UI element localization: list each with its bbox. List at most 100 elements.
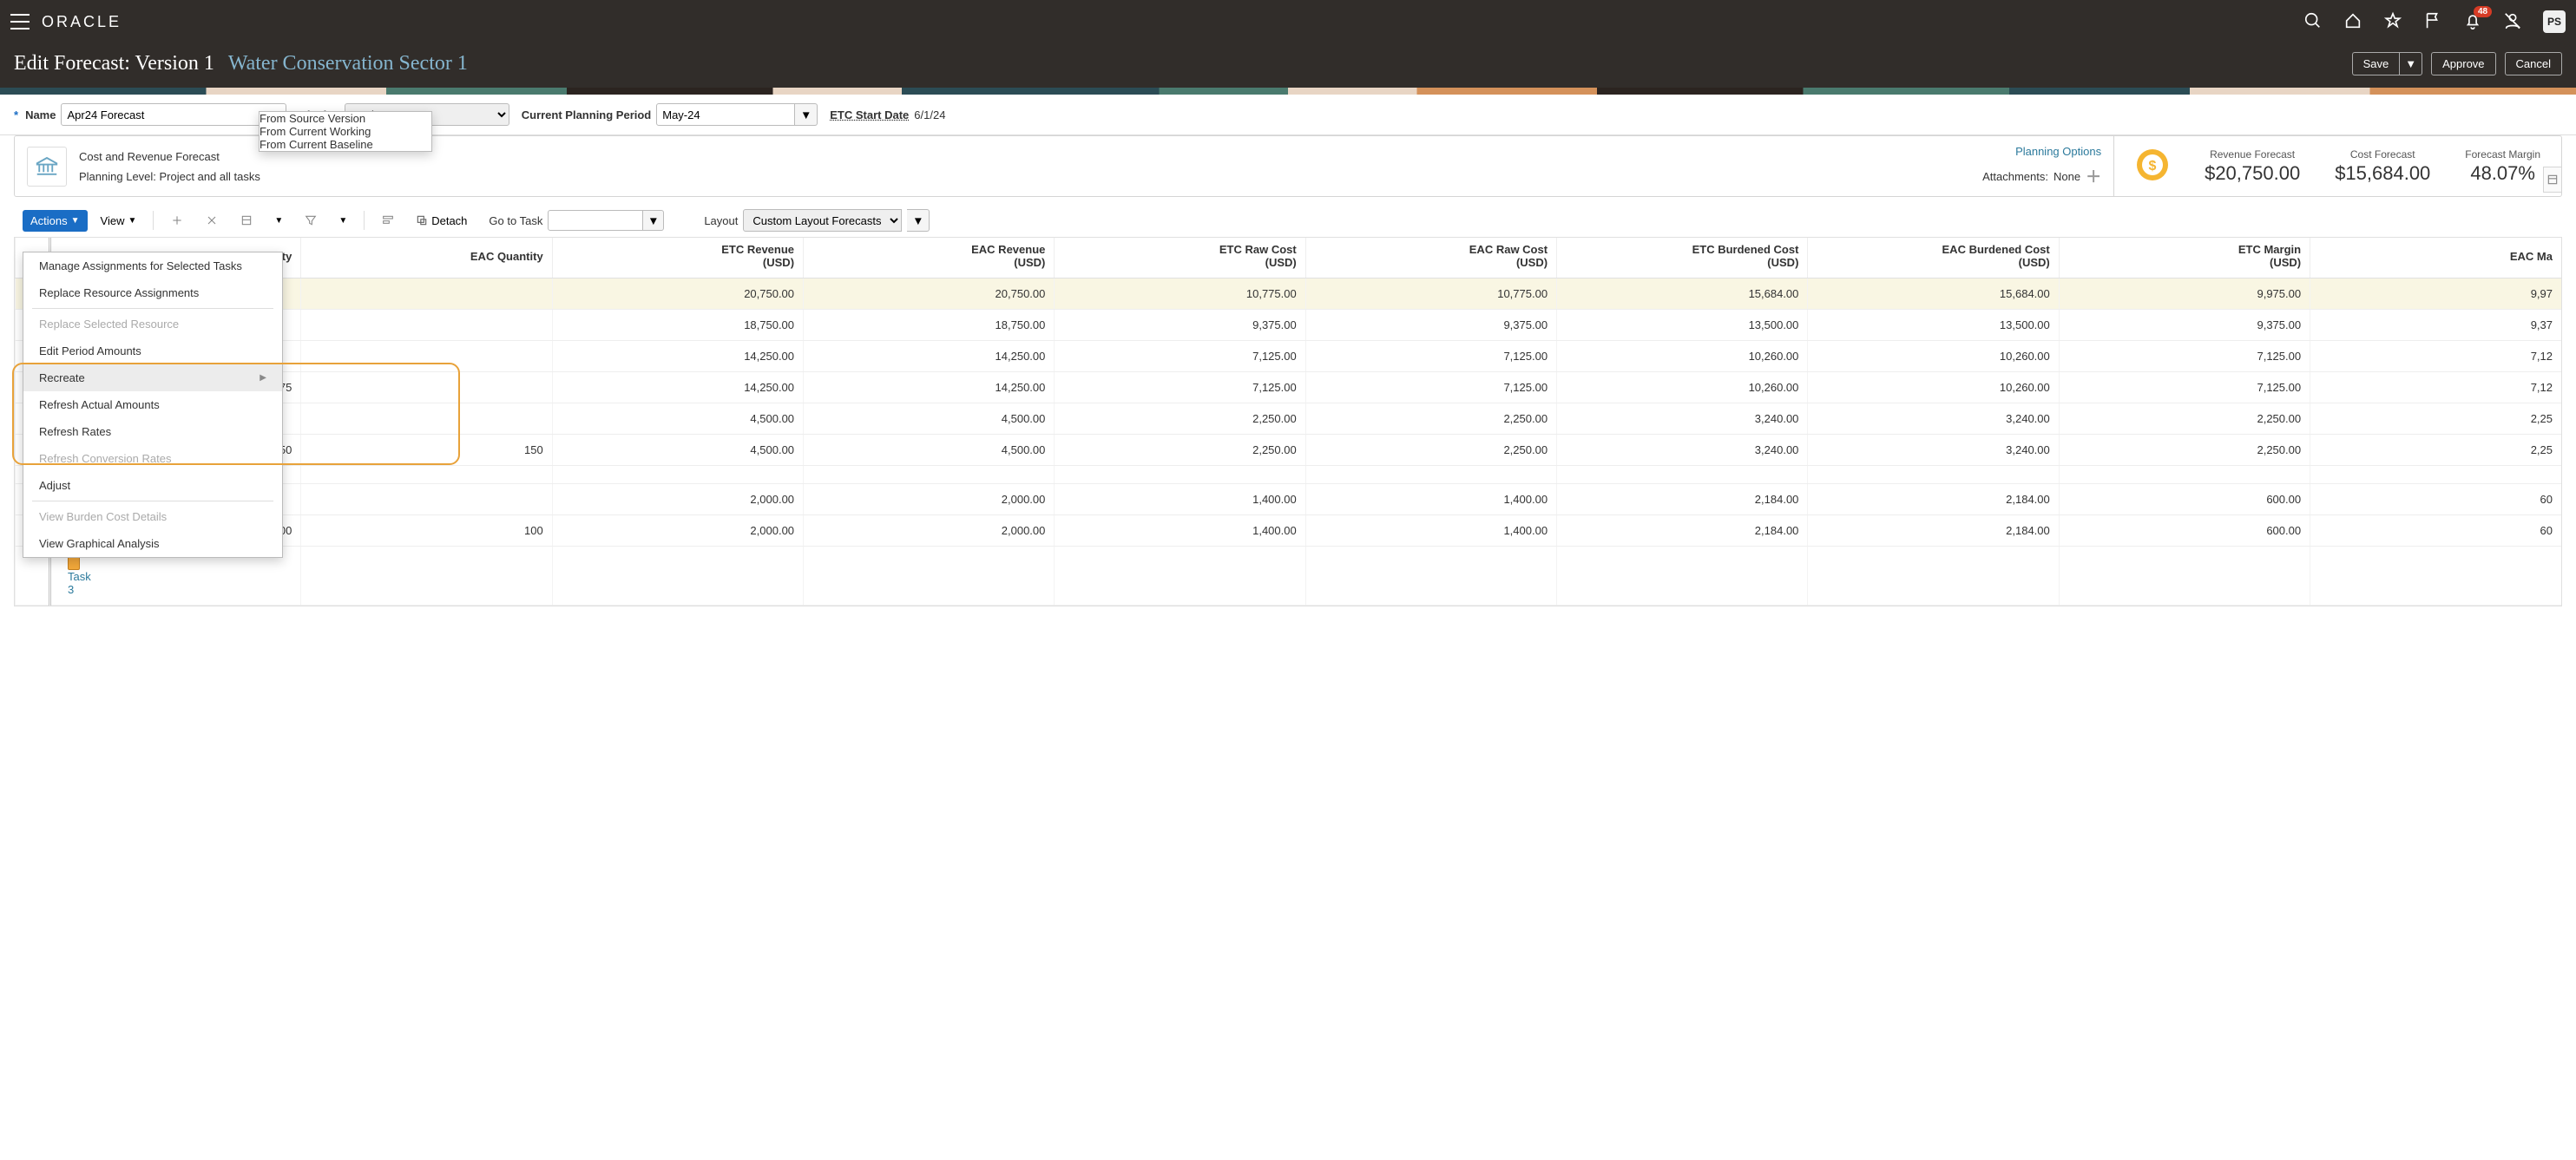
recreate-submenu-item[interactable]: From Source Version [260,112,431,125]
column-header[interactable]: EAC Raw Cost(USD) [1305,238,1556,279]
table-cell: 1,400.00 [1305,515,1556,547]
table-cell [2059,466,2310,484]
view-menu-button[interactable]: View▼ [93,210,145,232]
actions-menu-item[interactable]: Recreate▶ [23,364,282,391]
actions-menu-item[interactable]: Refresh Actual Amounts [23,391,282,418]
table-row[interactable]: 20,750.0020,750.0010,775.0010,775.0015,6… [16,279,2562,310]
table-row[interactable]: 47514,250.0014,250.007,125.007,125.0010,… [16,372,2562,403]
cancel-button[interactable]: Cancel [2505,52,2562,75]
table-row[interactable]: 2,000.002,000.001,400.001,400.002,184.00… [16,484,2562,515]
delete-row-icon[interactable] [197,209,227,232]
table-cell: 13,500.00 [1808,310,2059,341]
stat-value: $15,684.00 [2335,162,2430,185]
stat-cost-forecast: Cost Forecast $15,684.00 [2335,148,2430,185]
actions-menu-item[interactable]: View Graphical Analysis [23,530,282,557]
planning-period-field: Current Planning Period ▼ [522,103,818,126]
planning-options-link[interactable]: Planning Options [2015,145,2101,158]
recreate-submenu-item[interactable]: From Current Baseline [260,138,431,151]
table-row[interactable]: 14,250.0014,250.007,125.007,125.0010,260… [16,341,2562,372]
hamburger-icon[interactable] [10,14,30,29]
home-icon[interactable] [2343,11,2362,33]
table-cell [301,547,552,606]
table-row[interactable]: Labor1001002,000.002,000.001,400.001,400… [16,515,2562,547]
go-to-task-picker-button[interactable]: ▼ [643,210,664,231]
summary-stats: $ Revenue Forecast $20,750.00 Cost Forec… [2113,136,2561,196]
table-cell: 4,500.00 [804,403,1055,435]
go-to-task-input[interactable] [548,210,643,231]
column-header[interactable]: ETC Burdened Cost(USD) [1557,238,1808,279]
table-cell: 2,250.00 [2059,435,2310,466]
name-input[interactable] [61,103,286,126]
table-cell: 2,250.00 [1055,435,1305,466]
column-header[interactable]: EAC Burdened Cost(USD) [1808,238,2059,279]
attachments-value: None [2054,170,2080,183]
table-row[interactable] [16,466,2562,484]
actions-menu-item[interactable]: Replace Resource Assignments [23,279,282,306]
planning-period-input[interactable] [656,103,795,126]
column-header[interactable]: EAC Quantity [301,238,552,279]
header-left: ORACLE [10,13,122,31]
side-panel-toggle[interactable] [2543,167,2562,193]
person-icon[interactable] [2503,11,2522,33]
actions-menu-item[interactable]: Edit Period Amounts [23,338,282,364]
planning-period-picker-button[interactable]: ▼ [795,103,818,126]
table-cell [2059,547,2310,606]
actions-menu-item[interactable]: Adjust [23,472,282,499]
add-row-icon[interactable] [162,209,192,232]
table-cell: 9,375.00 [1055,310,1305,341]
actions-menu-item[interactable]: Manage Assignments for Selected Tasks [23,252,282,279]
column-header[interactable]: EAC Revenue(USD) [804,238,1055,279]
svg-text:$: $ [2149,159,2157,174]
grid-table: ETC QuantityEAC QuantityETC Revenue(USD)… [15,238,2561,606]
star-icon[interactable] [2383,11,2402,33]
table-cell [2310,466,2561,484]
table-row[interactable]: ers1501504,500.004,500.002,250.002,250.0… [16,435,2562,466]
actions-menu-button[interactable]: Actions▼ [23,210,88,232]
table-cell: 4,500.00 [804,435,1055,466]
save-button[interactable]: Save [2352,52,2400,75]
table-cell: 10,775.00 [1055,279,1305,310]
table-cell [301,341,552,372]
edit-row-icon[interactable] [232,209,261,232]
user-avatar[interactable]: PS [2543,10,2566,33]
table-cell: 18,750.00 [552,310,803,341]
flag-icon[interactable] [2423,11,2442,33]
column-header[interactable]: ETC Margin(USD) [2059,238,2310,279]
add-attachment-icon[interactable]: ＋ [2086,165,2101,187]
actions-menu-item[interactable]: Refresh Rates [23,418,282,445]
toolbar-dropdown-1[interactable]: ▼ [266,212,291,230]
go-to-task-search: ▼ [548,210,664,231]
filter-icon[interactable] [296,209,325,232]
approve-button[interactable]: Approve [2431,52,2495,75]
etc-start-date-field: ETC Start Date 6/1/24 [830,108,945,121]
column-header[interactable]: ETC Raw Cost(USD) [1055,238,1305,279]
table-row[interactable]: 18,750.0018,750.009,375.009,375.0013,500… [16,310,2562,341]
table-row[interactable]: 4,500.004,500.002,250.002,250.003,240.00… [16,403,2562,435]
table-cell: 10,260.00 [1808,341,2059,372]
table-cell [1055,547,1305,606]
page-subtitle: Water Conservation Sector 1 [228,52,468,75]
column-header[interactable]: ETC Revenue(USD) [552,238,803,279]
table-cell [301,279,552,310]
required-indicator: * [14,108,18,121]
recreate-submenu-item[interactable]: From Current Working [260,125,431,138]
stat-label: Revenue Forecast [2205,148,2300,161]
page-actions: Save ▼ Approve Cancel [2352,52,2562,75]
table-cell: 600.00 [2059,515,2310,547]
search-icon[interactable] [2303,11,2323,33]
table-cell: 60 [2310,515,2561,547]
layout-picker-button[interactable]: ▼ [907,209,930,232]
detach-button[interactable]: Detach [408,210,475,232]
table-cell: 7,125.00 [1305,341,1556,372]
table-cell: 2,184.00 [1808,515,2059,547]
toolbar-dropdown-2[interactable]: ▼ [331,212,355,230]
attachments-row: Attachments: None ＋ [1982,165,2101,187]
table-cell: 9,375.00 [2059,310,2310,341]
table-cell: 2,184.00 [1557,515,1808,547]
column-header[interactable]: EAC Ma [2310,238,2561,279]
bell-icon[interactable]: 48 [2463,11,2482,33]
table-row[interactable]: Task 3 [16,547,2562,606]
save-dropdown-button[interactable]: ▼ [2399,52,2422,75]
layout-select[interactable]: Custom Layout Forecasts [743,209,902,232]
wrap-icon[interactable] [373,209,403,232]
